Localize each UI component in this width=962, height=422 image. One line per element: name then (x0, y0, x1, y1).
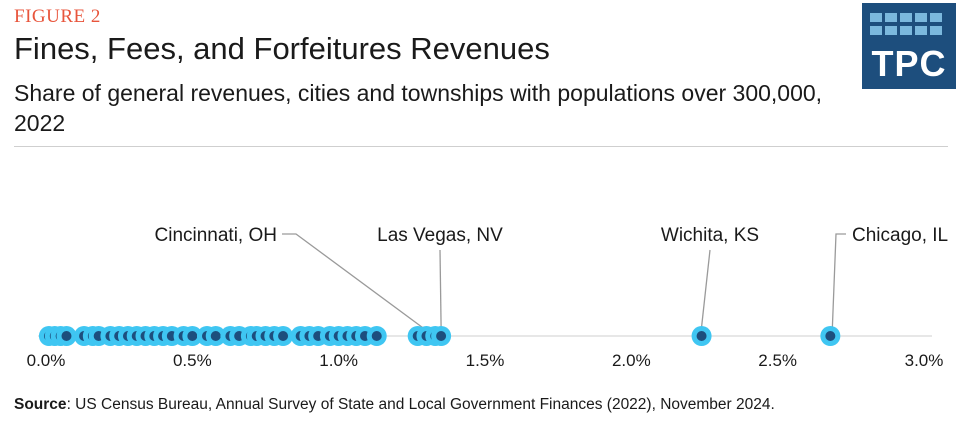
annotation-leader (700, 249, 711, 328)
x-tick-label: 2.0% (612, 351, 651, 370)
data-point (273, 326, 294, 346)
x-tick-label: 2.5% (758, 351, 797, 370)
annotation-label: Cincinnati, OH (155, 225, 278, 246)
data-point (56, 326, 77, 346)
source-label: Source (14, 396, 67, 413)
x-tick-label: 3.0% (905, 351, 944, 370)
annotation-label: Chicago, IL (852, 225, 948, 246)
source-note: Source: US Census Bureau, Annual Survey … (14, 396, 775, 414)
data-point (820, 326, 841, 346)
x-tick-label: 1.5% (466, 351, 505, 370)
annotation-label: Wichita, KS (661, 225, 759, 246)
data-point (431, 326, 452, 346)
chart-title: Fines, Fees, and Forfeitures Revenues (14, 31, 550, 66)
dot-plot-chart: Cincinnati, OH Las Vegas, NV Wichita, KS Ch… (27, 225, 949, 370)
data-point (366, 326, 387, 346)
source-text: : US Census Bureau, Annual Survey of Sta… (66, 396, 775, 413)
annotation-leader (439, 249, 442, 328)
figure-label: FIGURE 2 (14, 6, 101, 27)
annotation-label: Las Vegas, NV (377, 225, 503, 246)
chart-subtitle: Share of general revenues, cities and to… (14, 80, 823, 136)
data-point (182, 326, 203, 346)
annotation-leader (282, 233, 428, 332)
header-divider (14, 146, 948, 147)
tpc-logo: TPC (862, 3, 956, 89)
data-point (205, 326, 226, 346)
x-tick-label: 0.5% (173, 351, 212, 370)
logo-text: TPC (871, 43, 947, 84)
data-point (691, 326, 712, 346)
annotation-leader (831, 233, 846, 329)
x-tick-label: 1.0% (319, 351, 358, 370)
x-tick-label: 0.0% (27, 351, 66, 370)
